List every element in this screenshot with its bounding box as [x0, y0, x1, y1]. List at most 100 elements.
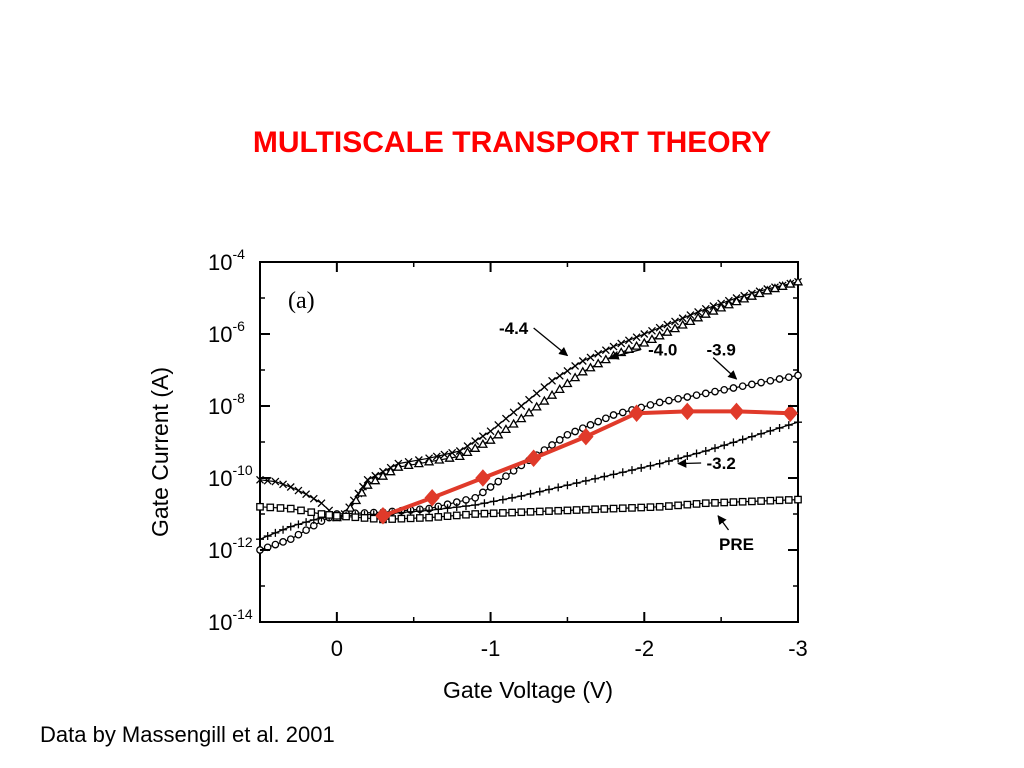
data-point	[271, 477, 280, 486]
data-point	[692, 500, 701, 508]
data-point	[416, 514, 424, 522]
data-point	[554, 506, 563, 515]
data-point	[723, 299, 734, 309]
data-point	[544, 485, 553, 494]
data-point	[489, 509, 498, 518]
data-point	[678, 314, 687, 323]
data-point	[654, 330, 665, 340]
series--4.0	[331, 276, 804, 522]
data-point	[591, 474, 600, 483]
data-point	[663, 320, 672, 329]
data-point	[578, 427, 594, 446]
data-point	[683, 452, 692, 461]
data-point	[517, 402, 526, 410]
data-point	[563, 481, 572, 490]
data-point	[540, 383, 549, 392]
data-point	[325, 511, 334, 519]
data-point	[494, 477, 503, 486]
data-point	[369, 514, 378, 523]
data-point	[746, 290, 758, 300]
data-point	[738, 435, 747, 444]
data-point	[692, 312, 704, 322]
data-point	[775, 423, 784, 432]
data-point	[655, 502, 664, 511]
data-point	[555, 371, 564, 380]
y-tick-label: 10-8	[208, 390, 245, 419]
series-line	[259, 421, 799, 540]
data-point	[569, 372, 581, 382]
data-point	[554, 483, 563, 492]
data-point	[294, 530, 303, 539]
data-point	[669, 323, 681, 333]
annotation-arrow	[677, 458, 702, 468]
data-point	[775, 496, 784, 505]
data-point	[493, 429, 504, 439]
data-point	[393, 461, 404, 471]
data-point	[708, 305, 719, 315]
data-point	[729, 384, 738, 392]
data-point	[563, 430, 572, 439]
data-point	[748, 497, 756, 506]
data-point	[572, 479, 581, 488]
data-point	[517, 492, 526, 500]
data-point	[443, 504, 452, 513]
y-tick-label: 10-14	[208, 606, 253, 635]
series--4.4	[256, 277, 802, 522]
slide-title: MULTISCALE TRANSPORT THEORY	[252, 126, 772, 159]
data-point	[632, 333, 641, 342]
x-tick-label: -1	[481, 636, 501, 661]
data-point	[309, 494, 318, 503]
data-point	[370, 475, 381, 485]
data-point	[434, 513, 443, 521]
data-point	[434, 454, 445, 464]
data-point	[535, 487, 544, 496]
data-point	[757, 429, 766, 438]
data-point	[784, 373, 793, 382]
data-point	[403, 460, 414, 470]
data-point	[413, 458, 424, 468]
ticks-group: 0 -1 -2 -3 10-4 10-6 10-8 10-10 10-12 10-14	[208, 246, 808, 661]
data-point	[256, 535, 264, 544]
data-point	[593, 358, 604, 368]
data-point	[655, 398, 664, 407]
data-point	[480, 509, 489, 518]
data-point	[425, 506, 434, 515]
data-point	[276, 504, 285, 512]
series-group	[256, 276, 804, 554]
data-point	[286, 504, 295, 513]
data-point	[508, 508, 516, 517]
data-point	[720, 441, 729, 450]
annotation-arrow	[712, 357, 738, 380]
data-point	[526, 507, 535, 516]
data-point	[586, 353, 595, 362]
data-point	[631, 340, 642, 350]
data-point	[685, 316, 696, 326]
data-point	[627, 466, 636, 475]
data-point	[624, 336, 633, 345]
data-point	[766, 496, 775, 505]
annotation-label: -4.0	[648, 341, 677, 360]
data-point	[462, 510, 470, 519]
data-point	[729, 498, 738, 506]
data-point	[425, 513, 433, 522]
data-point	[297, 506, 305, 515]
data-point	[738, 382, 747, 391]
data-point	[794, 418, 802, 427]
data-point	[571, 361, 580, 370]
data-point	[532, 389, 541, 398]
data-point	[762, 285, 773, 295]
data-point	[351, 513, 360, 522]
data-point	[769, 283, 781, 293]
data-point	[454, 451, 465, 461]
data-point	[711, 387, 719, 396]
data-point	[294, 486, 303, 495]
data-point	[517, 508, 526, 517]
data-point	[546, 389, 558, 399]
data-point	[700, 308, 711, 318]
data-point	[686, 311, 695, 320]
data-point	[720, 385, 729, 394]
data-point	[600, 505, 609, 513]
y-tick-label: 10-4	[208, 246, 245, 275]
data-point	[679, 402, 695, 421]
